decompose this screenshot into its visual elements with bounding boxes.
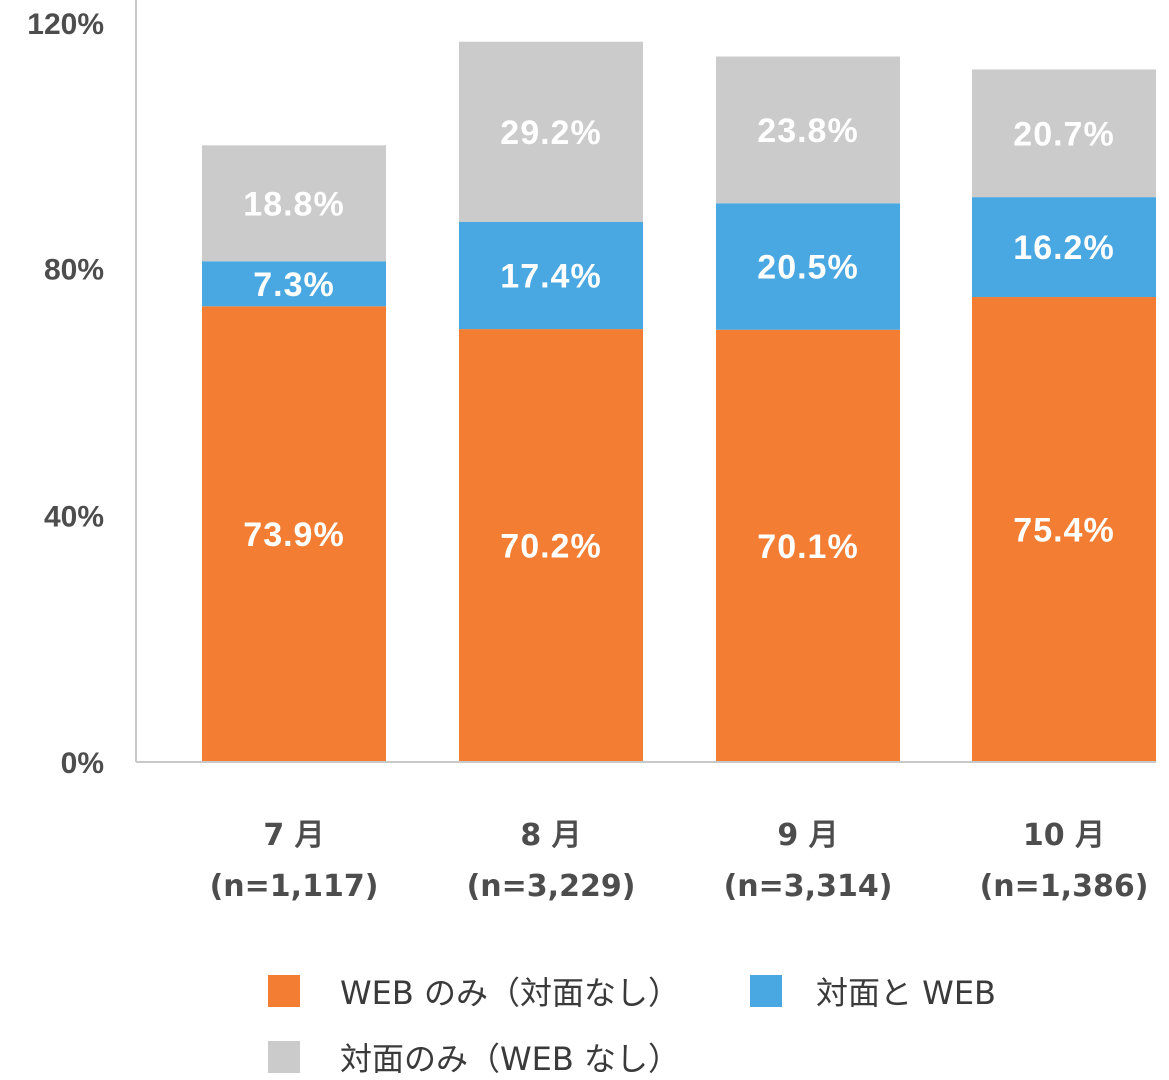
data-label: 7.3% bbox=[253, 266, 335, 304]
data-label: 75.4% bbox=[1013, 512, 1114, 550]
data-label: 20.5% bbox=[757, 249, 858, 287]
legend-item-in-person-only: 対面のみ（WEB なし） bbox=[268, 1034, 680, 1080]
x-category-sublabel: (n=3,229) bbox=[467, 869, 636, 904]
bar-segment bbox=[202, 306, 386, 762]
data-label: 23.8% bbox=[757, 112, 858, 150]
x-category-label: 8 月 bbox=[520, 818, 581, 853]
data-label: 20.7% bbox=[1013, 115, 1114, 153]
bar-segment bbox=[716, 56, 900, 204]
data-label: 17.4% bbox=[500, 257, 601, 295]
data-label: 73.9% bbox=[243, 516, 344, 554]
legend-swatch-both bbox=[750, 975, 782, 1007]
data-label: 70.2% bbox=[500, 528, 601, 566]
bar-segment bbox=[459, 41, 643, 222]
bar-segment bbox=[459, 221, 643, 330]
y-tick-label: 80% bbox=[44, 254, 104, 287]
y-tick-label: 120% bbox=[27, 8, 104, 41]
bar-segment bbox=[716, 329, 900, 762]
y-tick-label: 40% bbox=[44, 500, 104, 533]
x-category-label: 7 月 bbox=[263, 818, 324, 853]
x-category-sublabel: (n=1,117) bbox=[210, 869, 379, 904]
data-label: 16.2% bbox=[1013, 229, 1114, 267]
bar-segment bbox=[459, 329, 643, 762]
legend-label-in-person-only: 対面のみ（WEB なし） bbox=[340, 1040, 680, 1078]
data-label: 18.8% bbox=[243, 185, 344, 223]
x-category-sublabel: (n=3,314) bbox=[724, 869, 893, 904]
x-axis-labels: 7 月 (n=1,117) 8 月 (n=3,229) 9 月 (n=3,314) 10 月… bbox=[210, 818, 1149, 904]
legend-item-web-only: WEB のみ（対面なし） bbox=[268, 968, 680, 1014]
x-category-label: 9 月 bbox=[777, 818, 838, 853]
bar-segment bbox=[716, 203, 900, 330]
y-tick-label: 0% bbox=[61, 747, 104, 780]
bar-segment bbox=[972, 197, 1156, 298]
y-axis-ticks: 0% 40% 80% 120% bbox=[27, 8, 104, 780]
stacked-bar-chart: 73.9% 7.3% 18.8% 70.2% 17.4% 29.2% 70.1% 20.5% 2… bbox=[27, 0, 1156, 904]
legend-item-both: 対面と WEB bbox=[750, 968, 996, 1014]
bar-segment bbox=[202, 145, 386, 262]
data-label: 29.2% bbox=[500, 114, 601, 152]
legend-label-both: 対面と WEB bbox=[816, 974, 996, 1012]
legend-label-web-only: WEB のみ（対面なし） bbox=[340, 974, 680, 1012]
bars-group: 73.9% 7.3% 18.8% 70.2% 17.4% 29.2% 70.1% 20.5% 2… bbox=[202, 41, 1156, 762]
x-category-sublabel: (n=1,386) bbox=[980, 869, 1149, 904]
data-label: 70.1% bbox=[757, 528, 858, 566]
bar-segment bbox=[972, 69, 1156, 198]
bar-segment bbox=[202, 261, 386, 307]
x-category-label: 10 月 bbox=[1023, 818, 1105, 853]
legend-swatch-in-person-only bbox=[268, 1041, 300, 1073]
bar-segment bbox=[972, 297, 1156, 762]
legend-swatch-web-only bbox=[268, 975, 300, 1007]
